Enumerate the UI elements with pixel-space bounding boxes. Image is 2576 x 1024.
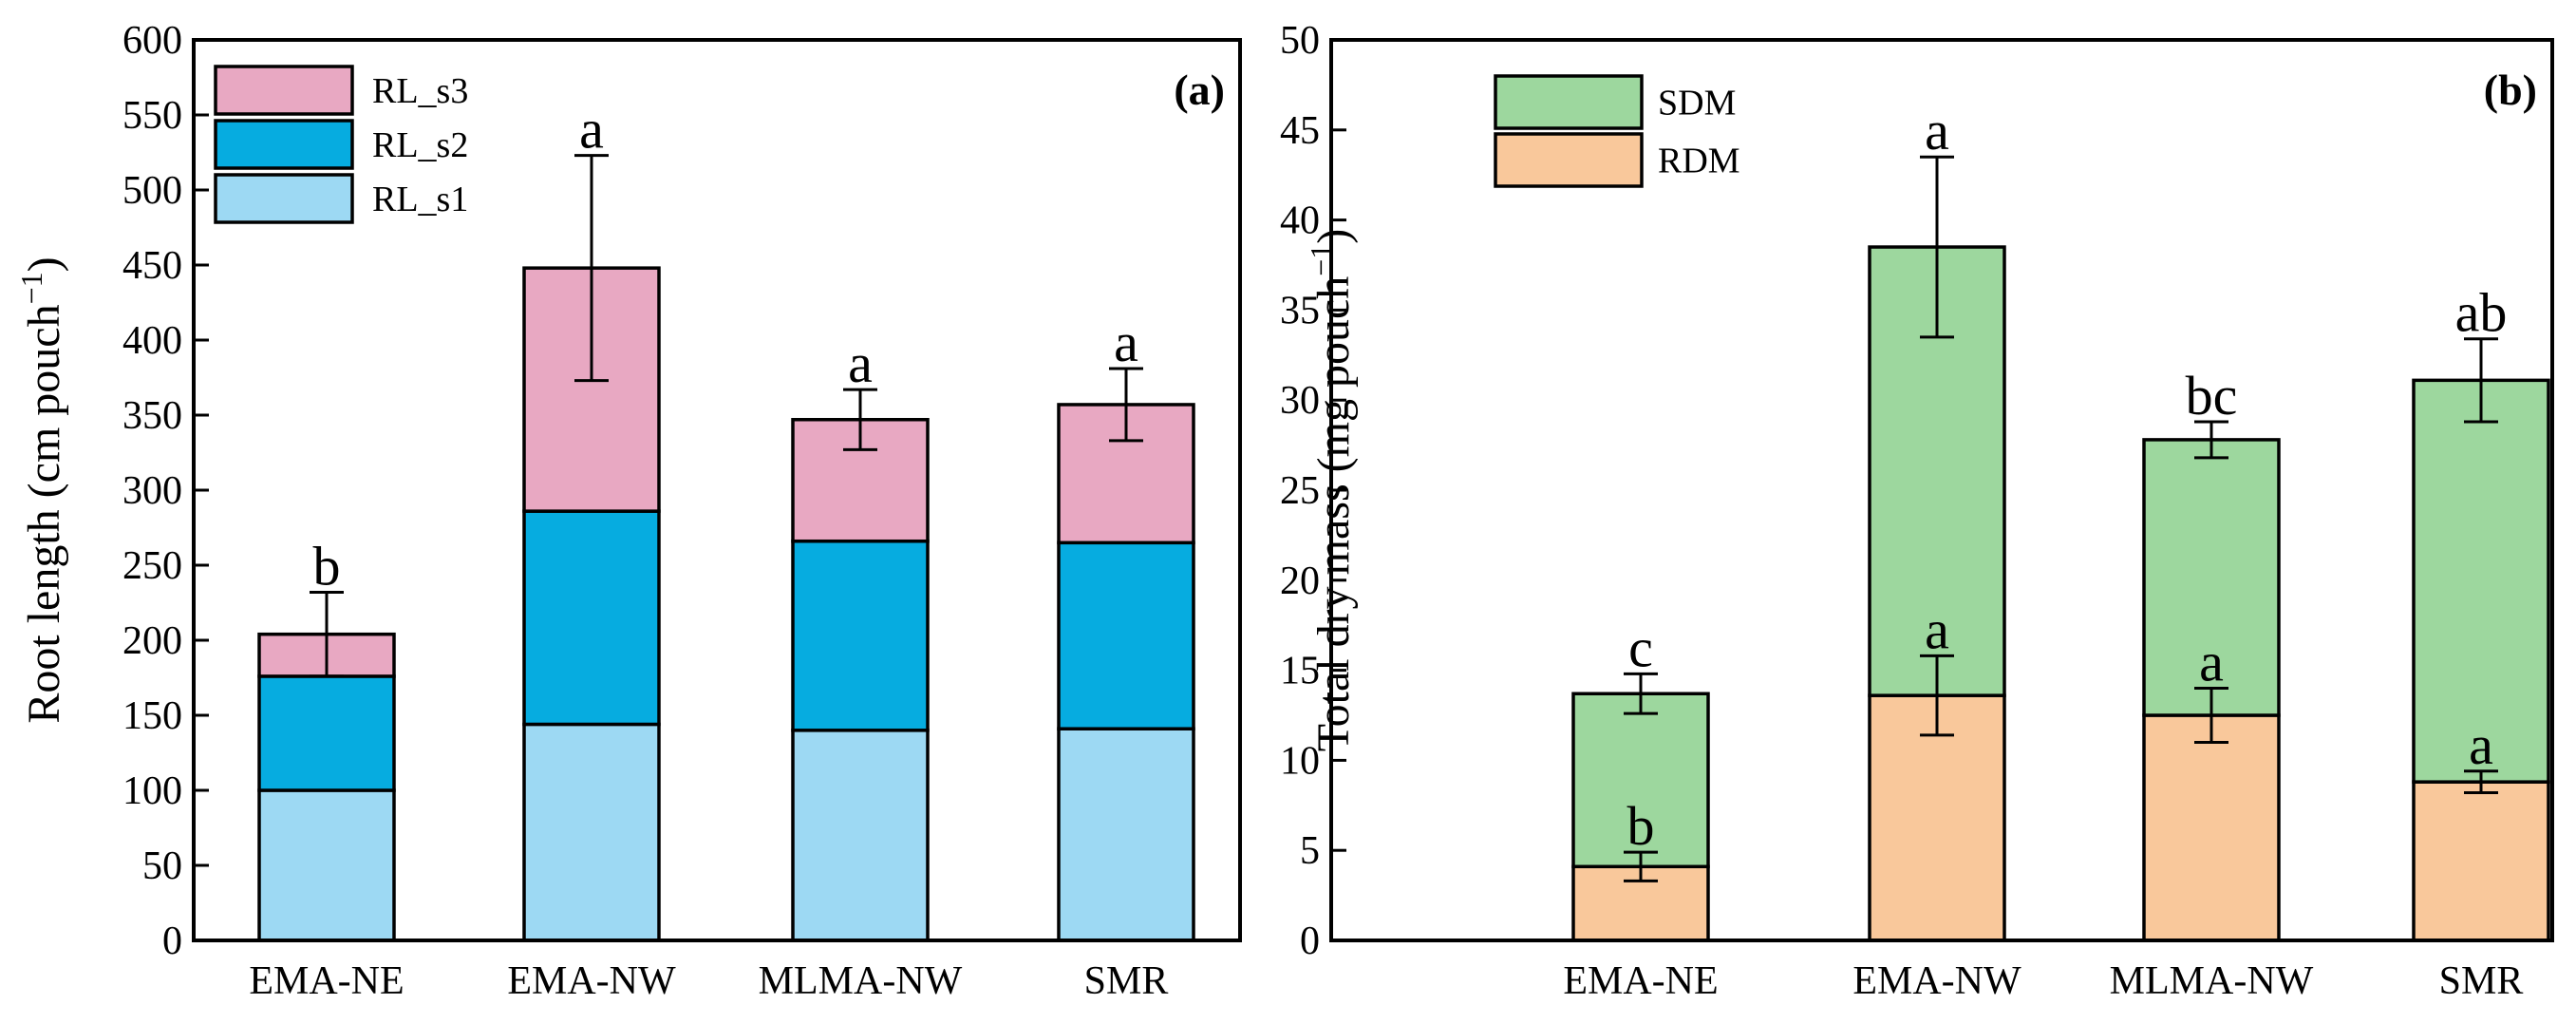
- y-axis-label-main: Total dry mass (mg pouch: [1308, 276, 1359, 752]
- y-tick-label: 40: [1280, 199, 1320, 243]
- y-tick-label: 35: [1280, 289, 1320, 332]
- significance-letter-rdm: b: [1627, 795, 1655, 857]
- y-tick-label: 200: [122, 619, 182, 663]
- y-tick-label: 600: [122, 19, 182, 63]
- bar-rl-s3-smr: [1057, 403, 1195, 545]
- y-tick-label: 5: [1300, 829, 1320, 873]
- y-tick-label: 250: [122, 544, 182, 588]
- significance-letter-total: bc: [2186, 365, 2238, 427]
- y-tick-label: 25: [1280, 469, 1320, 513]
- bar-sdm-smr: [2412, 378, 2550, 784]
- legend: SDM RDM: [1494, 74, 1740, 188]
- significance-letter-total: c: [1628, 616, 1653, 678]
- x-tick-label: EMA-NE: [1563, 959, 1718, 1003]
- legend: RL_s3 RL_s2 RL_s1: [214, 65, 468, 224]
- x-tick-label: EMA-NE: [249, 959, 404, 1003]
- significance-letter-rdm: a: [2199, 632, 2224, 693]
- y-tick-label: 10: [1280, 739, 1320, 783]
- y-axis-label-main: Root length (cm pouch: [19, 304, 69, 723]
- y-tick-label: 450: [122, 244, 182, 288]
- legend-swatch-rl-s3: [214, 65, 354, 116]
- significance-letter-rdm: a: [2469, 714, 2493, 776]
- y-tick-label: 350: [122, 394, 182, 438]
- bar-rl-s1-ema-nw: [522, 722, 661, 942]
- significance-letter-total: a: [1114, 312, 1138, 373]
- x-tick-label: SMR: [1084, 959, 1169, 1003]
- y-tick-label: 20: [1280, 559, 1320, 603]
- panel-label: (b): [2484, 66, 2537, 114]
- bar-rl-s1-smr: [1057, 727, 1195, 942]
- legend-swatch-rl-s2: [214, 119, 354, 170]
- significance-letter-total: a: [1925, 100, 1949, 161]
- legend-label: RDM: [1658, 142, 1740, 181]
- x-tick-label: EMA-NW: [507, 959, 676, 1003]
- y-tick-label: 400: [122, 319, 182, 363]
- y-tick-label: 150: [122, 694, 182, 738]
- y-tick-label: 0: [1300, 920, 1320, 963]
- x-tick-label: EMA-NW: [1852, 959, 2021, 1003]
- legend-label: RL_s3: [372, 71, 468, 111]
- y-tick-label: 500: [122, 169, 182, 213]
- bar-rl-s2-ema-nw: [522, 509, 661, 727]
- bar-rdm-mlma-nw: [2142, 713, 2281, 942]
- y-axis-label-superscript: −1: [14, 272, 48, 304]
- x-tick-label: SMR: [2439, 959, 2524, 1003]
- significance-letter-rdm: a: [1925, 598, 1949, 660]
- y-tick-label: 0: [162, 920, 182, 963]
- y-axis-label: Root length (cm pouch−1): [14, 256, 69, 723]
- y-tick-label: 300: [122, 469, 182, 513]
- panel-a: b a a a 0 50 100 150 200 250 300 350 400 450 500 550 600…: [14, 19, 1242, 1003]
- bar-rl-s2-ema-ne: [257, 674, 396, 792]
- panel-b: c a bc ab b a a a 0 5 10 15 20 25 30 35 40 45 50 EMA-NE EMA-…: [1280, 19, 2554, 1003]
- y-tick-label: 45: [1280, 109, 1320, 153]
- y-axis-label: Total dry mass (mg pouch−1): [1304, 229, 1359, 752]
- bar-rl-s2-smr: [1057, 540, 1195, 730]
- y-axis-label-close: ): [1308, 229, 1359, 244]
- legend-swatch-sdm: [1494, 74, 1644, 130]
- y-axis-label-close: ): [19, 256, 69, 272]
- legend-label: RL_s1: [372, 180, 468, 219]
- legend-label: SDM: [1658, 84, 1736, 123]
- significance-letter-total: a: [848, 332, 873, 394]
- legend-label: RL_s2: [372, 125, 468, 165]
- bar-rl-s1-ema-ne: [257, 788, 396, 942]
- legend-swatch-rdm: [1494, 132, 1644, 188]
- significance-letter-total: b: [313, 535, 341, 597]
- y-axis-label-superscript: −1: [1304, 244, 1338, 276]
- x-tick-label: MLMA-NW: [759, 959, 963, 1003]
- bar-rl-s2-mlma-nw: [791, 539, 930, 732]
- y-tick-label: 50: [1280, 19, 1320, 63]
- x-tick-label: MLMA-NW: [2110, 959, 2314, 1003]
- bar-sdm-ema-nw: [1868, 245, 2006, 697]
- y-tick-label: 550: [122, 94, 182, 138]
- bar-rdm-smr: [2412, 780, 2550, 942]
- y-tick-label: 100: [122, 769, 182, 813]
- significance-letter-total: a: [579, 99, 604, 161]
- legend-swatch-rl-s1: [214, 173, 354, 224]
- y-tick-label: 15: [1280, 650, 1320, 693]
- bar-rl-s1-mlma-nw: [791, 729, 930, 942]
- y-tick-label: 30: [1280, 379, 1320, 423]
- panel-label: (a): [1174, 66, 1225, 114]
- y-tick-label: 50: [142, 844, 182, 888]
- significance-letter-total: ab: [2455, 282, 2508, 344]
